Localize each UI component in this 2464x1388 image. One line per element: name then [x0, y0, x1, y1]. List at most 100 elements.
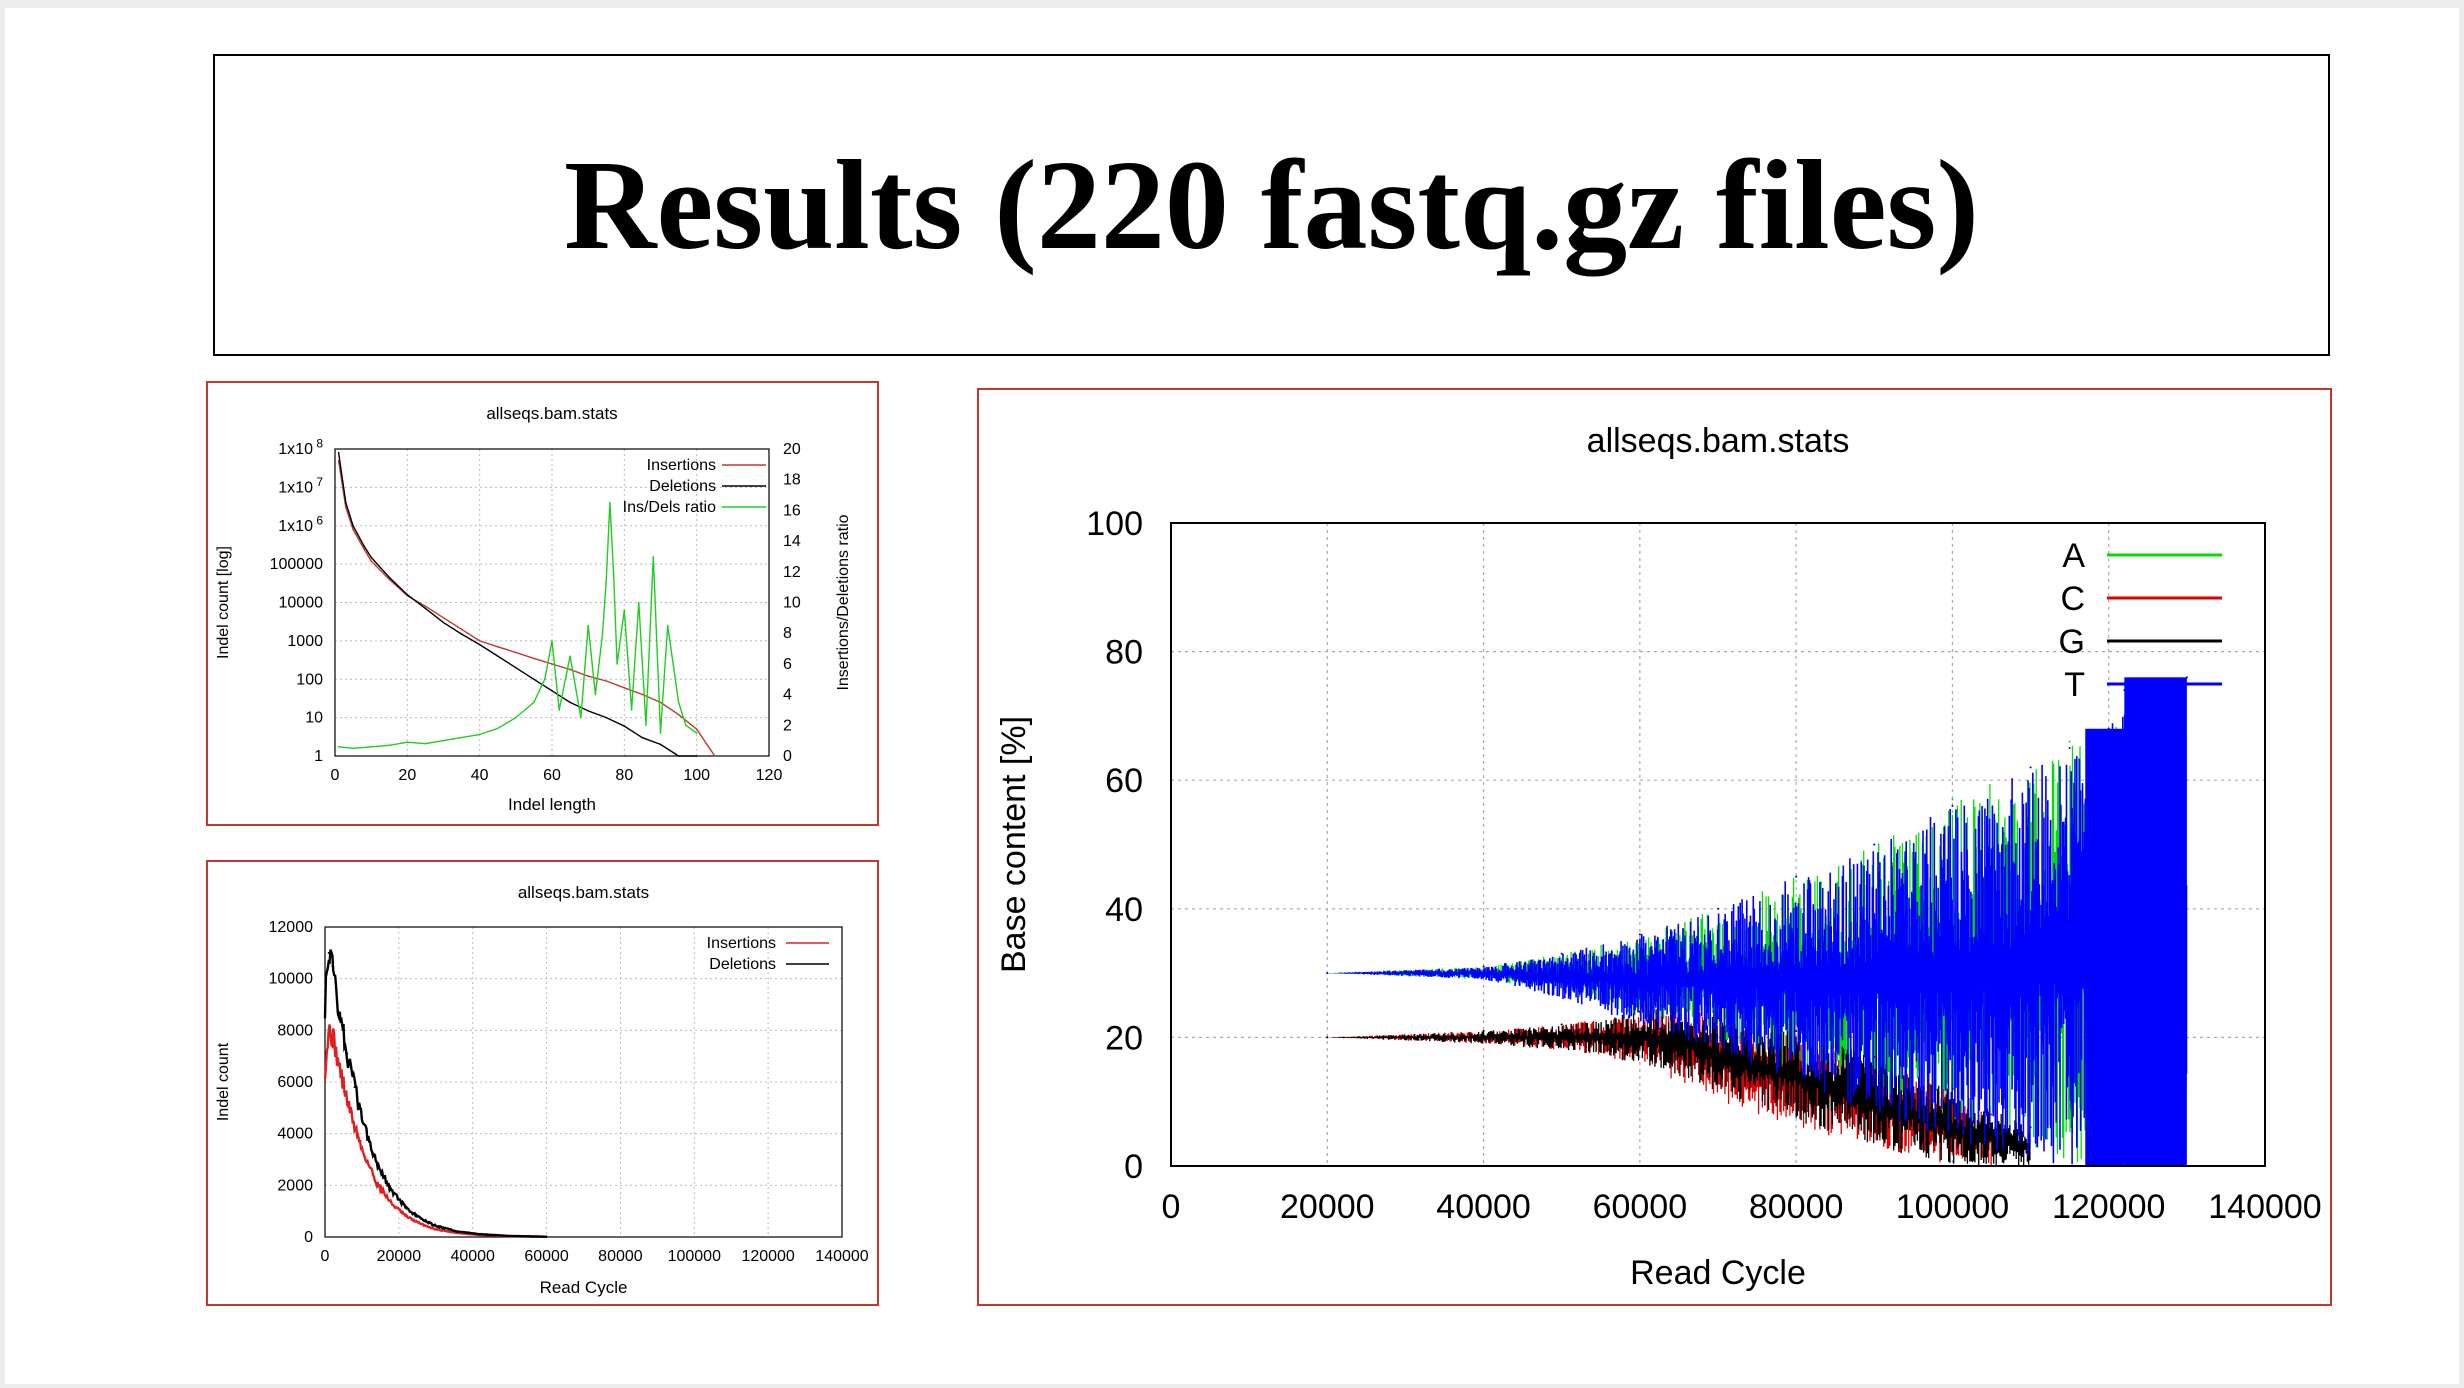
data-point	[1326, 1036, 1329, 1039]
y2-tick-label: 6	[783, 656, 792, 673]
data-point	[623, 686, 626, 689]
data-point	[659, 743, 662, 746]
chart-title: allseqs.bam.stats	[1587, 422, 1850, 460]
data-point	[666, 624, 669, 627]
data-point	[587, 624, 589, 627]
plot-frame	[1170, 522, 2266, 1167]
x-tick-label: 0	[321, 1248, 330, 1265]
data-point	[460, 736, 463, 739]
legend-label: T	[2064, 666, 2085, 704]
data-point	[456, 1230, 459, 1233]
data-point	[551, 690, 553, 692]
data-point	[345, 501, 347, 504]
x-tick-label: 100	[683, 767, 710, 784]
y2-tick-label: 4	[783, 687, 792, 704]
data-point	[1951, 804, 1954, 807]
data-point	[1873, 843, 1876, 846]
data-point	[638, 601, 640, 604]
data-point	[630, 709, 633, 711]
y-tick-label: 10	[305, 710, 323, 727]
data-point	[390, 1202, 393, 1205]
data-point	[515, 716, 517, 719]
data-point	[346, 1052, 349, 1055]
data-point	[605, 578, 608, 581]
x-tick-label: 80000	[598, 1248, 643, 1265]
series-band-t	[1328, 680, 2188, 1165]
data-point	[569, 701, 571, 704]
data-point	[558, 709, 561, 711]
data-point	[713, 755, 716, 757]
base-content-chart: allseqs.bam.stats 0 20000 40000 60000 80000 10…	[995, 422, 2322, 1292]
data-point	[324, 1068, 326, 1071]
data-point	[515, 651, 517, 654]
y-tick-label: 4000	[277, 1126, 313, 1143]
data-point	[352, 524, 354, 527]
data-point	[1795, 875, 1798, 878]
data-point	[652, 555, 655, 558]
data-point	[685, 724, 687, 727]
data-point	[594, 693, 597, 696]
data-point	[677, 701, 680, 704]
y2-tick-label: 20	[783, 441, 801, 458]
data-point	[388, 576, 391, 579]
legend-label: A	[2062, 537, 2085, 575]
data-point	[324, 1003, 326, 1006]
data-point	[360, 1148, 363, 1151]
x-tick-label: 80	[615, 767, 633, 784]
plot-frame	[324, 926, 843, 1238]
data-point	[496, 646, 499, 648]
data-point	[551, 663, 553, 665]
y2-tick-label: 8	[783, 625, 792, 642]
y-axis-label: Base content [%]	[995, 716, 1033, 973]
legend-label: Deletions	[649, 478, 716, 495]
data-point	[442, 621, 445, 624]
data-point	[420, 1217, 423, 1220]
data-point	[551, 640, 553, 642]
legend-label: Insertions	[647, 457, 716, 474]
y2-tick-label: 12	[783, 564, 801, 581]
data-point	[424, 742, 427, 745]
data-point	[1717, 907, 1719, 910]
slide-title: Results (220 fastq.gz files)	[564, 133, 1979, 276]
data-point	[460, 628, 463, 631]
y-tick-label: 1x10 7	[278, 475, 323, 496]
data-point	[605, 680, 608, 682]
data-point	[1560, 952, 1563, 955]
y-tick-label: 20	[1105, 1019, 1143, 1057]
data-point	[533, 657, 535, 660]
data-point	[609, 501, 611, 504]
data-point	[545, 1235, 548, 1238]
data-point	[337, 451, 340, 454]
data-point	[460, 633, 463, 635]
y-tick-label: 2000	[277, 1177, 313, 1194]
y2-tick-label: 0	[783, 748, 792, 765]
legend-label: G	[2059, 623, 2085, 661]
x-tick-label: 40000	[450, 1248, 495, 1265]
data-point	[515, 666, 517, 669]
data-point	[612, 571, 615, 573]
data-point	[587, 675, 589, 678]
x-tick-label: 60	[543, 767, 561, 784]
y-tick-label: 100	[296, 671, 323, 688]
data-point	[424, 607, 427, 610]
data-point	[1482, 1029, 1485, 1032]
data-point	[677, 713, 680, 716]
data-point	[623, 725, 626, 727]
y-tick-label: 100000	[270, 556, 323, 573]
data-point	[434, 1224, 437, 1227]
legend-label: Deletions	[709, 956, 776, 973]
x-tick-label: 80000	[1749, 1188, 1844, 1226]
x-tick-label: 20000	[1280, 1188, 1375, 1226]
y2-axis-label: Insertions/Deletions ratio	[835, 514, 852, 690]
data-point	[370, 745, 372, 748]
y2-tick-label: 18	[783, 472, 801, 489]
data-point	[375, 1181, 378, 1184]
data-point	[1482, 965, 1485, 968]
data-point	[479, 1233, 482, 1236]
data-point	[601, 632, 604, 634]
data-point	[533, 678, 535, 681]
base-content-chart-panel: allseqs.bam.stats 0 20000 40000 60000 80000 10…	[977, 388, 2332, 1306]
data-point	[677, 755, 680, 757]
x-tick-label: 100000	[1896, 1188, 2009, 1226]
